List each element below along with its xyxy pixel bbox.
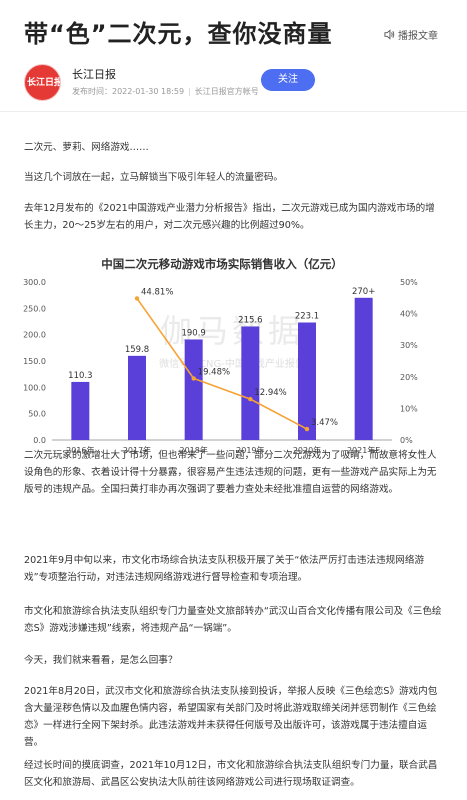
follow-button[interactable]: 关注: [261, 69, 315, 91]
growth-line: [136, 297, 308, 430]
growth-point: [134, 296, 140, 301]
article-meta: 发布时间：2022-01-30 18:59 | 长江日报官方帐号: [72, 87, 259, 96]
growth-label: 44.81%: [141, 287, 173, 297]
growth-point: [191, 376, 196, 381]
bar: [241, 326, 260, 440]
x-tick-label: 2018年: [179, 445, 207, 455]
avatar-text: 长江日报: [27, 78, 61, 88]
y-tick-label: 50.0: [28, 410, 46, 419]
paragraph: 当这几个词放在一起，立马解锁当下吸引年轻人的流量密码。: [24, 172, 284, 183]
account-type: 长江日报官方帐号: [194, 87, 259, 96]
bar: [298, 322, 316, 440]
y2-tick-label: 50%: [400, 278, 418, 287]
y-tick-label: 0.0: [33, 436, 46, 445]
avatar[interactable]: 长江日报: [24, 64, 61, 101]
listen-button[interactable]: 播报文章: [384, 27, 438, 42]
x-tick-label: 2020年: [293, 445, 321, 455]
y-tick-label: 150.0: [23, 357, 46, 366]
paragraph: 二次元、萝莉、网络游戏……: [24, 142, 149, 153]
article-header: 带“色”二次元，查你没商量 播报文章 长江日报 长江日报 发布时间：2022-0…: [0, 0, 467, 112]
paragraph: 去年12月发布的《2021中国游戏产业潜力分析报告》指出，二次元游戏已成为国内游…: [24, 203, 435, 231]
paragraph: 2021年8月20日，武汉市文化和旅游综合执法支队接到投诉，举报人反映《三色绘恋…: [24, 686, 438, 748]
bar: [354, 297, 373, 440]
chart-title: 中国二次元移动游戏市场实际销售收入（亿元）: [101, 257, 343, 271]
y2-tick-label: 40%: [400, 310, 418, 319]
bar: [71, 381, 90, 440]
revenue-chart: 中国二次元移动游戏市场实际销售收入（亿元） 0.0 50.0 100.0 150.0 20…: [23, 252, 432, 462]
bar-value-label: 270+: [352, 287, 375, 297]
growth-label: 19.48%: [198, 367, 230, 377]
bar-value-label: 110.3: [68, 371, 92, 381]
listen-label: 播报文章: [398, 31, 438, 42]
paragraph: 2021年9月中旬以来，市文化市场综合执法支队积极开展了关于“依法严厉打击违法违…: [24, 555, 425, 583]
bar-value-label: 223.1: [295, 312, 319, 322]
y2-tick-label: 0%: [400, 436, 413, 445]
watermark-subtext: 微信号：CNG-中国游戏产业报告: [159, 357, 305, 370]
growth-label: 12.94%: [254, 388, 286, 398]
y2-tick-label: 30%: [400, 341, 418, 350]
bar: [184, 339, 203, 440]
paragraph: 今天，我们就来看看，是怎么回事？: [24, 655, 178, 666]
publish-time: 发布时间：2022-01-30 18:59: [72, 87, 185, 96]
y-tick-label: 250.0: [23, 304, 46, 313]
paragraph: 经过长时间的摸底调查，2021年10月12日，市文化和旅游综合执法支队组织专门力…: [24, 760, 438, 788]
x-tick-label: 2021年E: [347, 445, 380, 455]
bar-value-label: 159.8: [125, 345, 149, 355]
bar: [128, 355, 146, 440]
paragraph: 市文化和旅游综合执法支队组织专门力量查处文旅部转办“武汉山百合文化传播有限公司及…: [24, 606, 442, 634]
y-tick-label: 200.0: [23, 331, 46, 340]
y2-tick-label: 10%: [400, 404, 418, 413]
x-tick-label: 2016年: [66, 445, 94, 455]
y-tick-label: 100.0: [23, 383, 46, 392]
bar-value-label: 190.9: [181, 328, 205, 338]
x-tick-label: 2019年: [236, 445, 264, 455]
source-name[interactable]: 长江日报: [72, 68, 116, 81]
growth-point: [248, 396, 253, 402]
chart-svg: 中国二次元移动游戏市场实际销售收入（亿元） 0.0 50.0 100.0 150.0 20…: [23, 257, 418, 455]
y2-tick-label: 20%: [400, 373, 418, 382]
page-title: 带“色”二次元，查你没商量: [24, 20, 333, 48]
x-tick-label: 2017年: [123, 445, 151, 455]
growth-point: [304, 426, 310, 432]
growth-label: 3.47%: [311, 418, 338, 428]
watermark-text: 伽马数据: [160, 312, 304, 350]
bar-value-label: 215.6: [238, 315, 262, 325]
speaker-icon: [384, 29, 395, 40]
paragraph: 二次元玩家的激增壮大了市场，但也带来了一些问题，部分二次元游戏为了吸睛，而故意将…: [24, 450, 437, 495]
y-tick-label: 300.0: [23, 278, 46, 287]
